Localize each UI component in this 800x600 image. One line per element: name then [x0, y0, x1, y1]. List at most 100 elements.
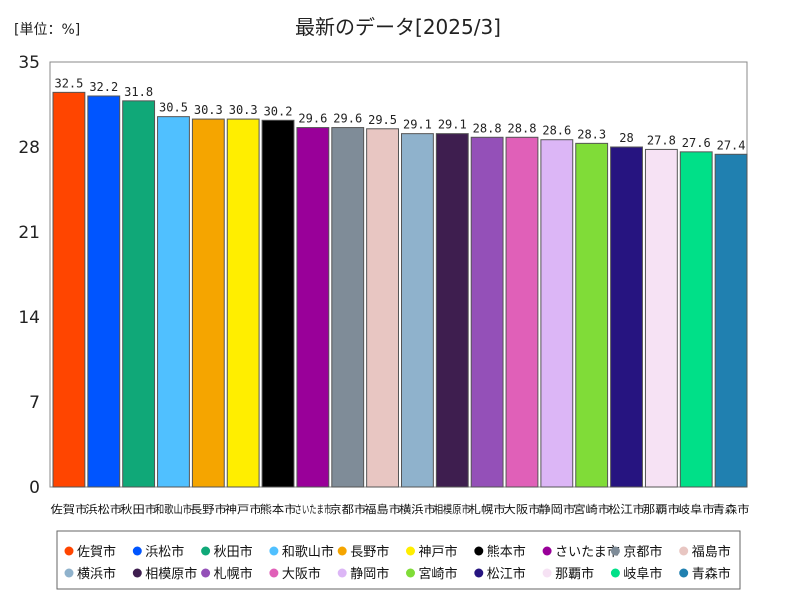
legend-marker [64, 568, 74, 578]
legend-label: 那覇市 [555, 566, 594, 582]
legend-marker [201, 546, 211, 556]
bar [540, 139, 574, 488]
unit-label: [単位：%] [14, 22, 80, 38]
x-tick-label: 静岡市 [538, 502, 575, 516]
x-tick-label: 松江市 [608, 502, 645, 516]
legend-label: 相模原市 [145, 566, 197, 582]
x-tick-label: 岐阜市 [678, 502, 715, 516]
x-tick-label: 札幌市 [469, 502, 506, 516]
legend-label: 神戸市 [419, 544, 458, 560]
value-labels: 32.5 32.2 31.8 30.5 30.3 30.3 30.2 29.6 29.6 29.5… [54, 76, 745, 152]
x-tick-label: さいたま市 [294, 502, 331, 516]
bar [644, 148, 678, 488]
bars [52, 91, 748, 488]
x-tick-label: 大阪市 [504, 502, 541, 516]
legend-label: 浜松市 [145, 544, 184, 560]
bar-value-label: 27.6 [682, 136, 711, 150]
bar [191, 118, 225, 488]
bar-value-label: 29.5 [368, 113, 397, 127]
bar [575, 142, 609, 488]
bar [470, 136, 504, 488]
legend-marker [201, 568, 211, 578]
x-tick-label: 佐賀市 [51, 502, 88, 516]
bar [157, 116, 190, 488]
bar [366, 128, 399, 488]
bar-value-label: 28.6 [542, 124, 571, 138]
bar-value-label: 32.5 [54, 76, 83, 90]
y-tick-label: 28 [18, 138, 40, 158]
legend-marker [610, 568, 620, 578]
bar-value-label: 30.2 [264, 104, 293, 118]
legend-label: さいたま市 [555, 544, 620, 560]
bar-value-label: 28.8 [508, 121, 537, 135]
x-tick-label: 熊本市 [260, 502, 297, 516]
legend-label: 静岡市 [350, 566, 389, 582]
legend-label: 大阪市 [282, 566, 321, 582]
legend-label: 青森市 [692, 566, 731, 582]
legend-marker [132, 568, 142, 578]
bar-value-label: 32.2 [89, 80, 118, 94]
legend-marker [610, 546, 620, 556]
bar-value-label: 29.6 [298, 112, 327, 126]
legend-label: 宮崎市 [419, 566, 458, 582]
bar [122, 100, 156, 488]
bar-value-label: 30.5 [159, 101, 188, 115]
legend-marker [679, 546, 689, 556]
legend-label: 福島市 [692, 544, 731, 560]
bar [52, 91, 86, 488]
x-tick-label: 福島市 [364, 502, 401, 516]
x-tick-label: 和歌山市 [155, 502, 192, 516]
legend-marker [269, 568, 279, 578]
legend-label: 秋田市 [214, 544, 253, 560]
x-tick-label: 横浜市 [399, 502, 436, 516]
legend-label: 佐賀市 [77, 544, 116, 560]
bar-value-label: 29.1 [403, 118, 432, 132]
legend-marker [64, 546, 74, 556]
legend-label: 横浜市 [77, 566, 116, 582]
legend-marker [542, 546, 552, 556]
x-tick-label: 神戸市 [225, 502, 262, 516]
bar-value-label: 28.3 [577, 127, 606, 141]
legend-marker [337, 568, 347, 578]
y-axis: 0 7 14 21 28 35 [18, 53, 40, 498]
chart-title: 最新のデータ[2025/3] [295, 15, 501, 39]
bar-value-label: 29.1 [438, 118, 467, 132]
legend-label: 松江市 [487, 566, 526, 582]
x-tick-label: 長野市 [190, 502, 227, 516]
bar-value-label: 27.4 [717, 138, 746, 152]
bar [296, 127, 330, 488]
bar [87, 95, 121, 488]
bar-value-label: 29.6 [333, 112, 362, 126]
bar [679, 151, 713, 488]
x-tick-label: 浜松市 [85, 502, 122, 516]
legend-label: 和歌山市 [282, 544, 334, 560]
x-tick-label: 相模原市 [434, 502, 471, 516]
bar-value-label: 31.8 [124, 85, 153, 99]
x-tick-label: 秋田市 [120, 502, 157, 516]
legend-marker [542, 568, 552, 578]
y-tick-label: 7 [29, 393, 40, 413]
bar-value-label: 28.8 [473, 121, 502, 135]
y-tick-label: 14 [18, 308, 40, 328]
legend-box [56, 530, 741, 590]
bar [226, 118, 260, 488]
bar [435, 133, 469, 488]
legend-marker [679, 568, 689, 578]
bar [505, 136, 539, 488]
y-tick-label: 0 [29, 478, 40, 498]
bar-value-label: 30.3 [229, 103, 258, 117]
legend-marker [474, 568, 484, 578]
bar [610, 146, 643, 488]
bar-value-label: 27.8 [647, 133, 676, 147]
legend-marker [406, 568, 415, 578]
legend-label: 京都市 [623, 544, 662, 560]
x-tick-label: 青森市 [713, 502, 750, 516]
x-tick-label: 京都市 [329, 502, 366, 516]
legend-label: 岐阜市 [623, 566, 662, 582]
y-tick-label: 21 [18, 223, 40, 243]
bar [331, 127, 365, 488]
legend-marker [132, 546, 142, 556]
